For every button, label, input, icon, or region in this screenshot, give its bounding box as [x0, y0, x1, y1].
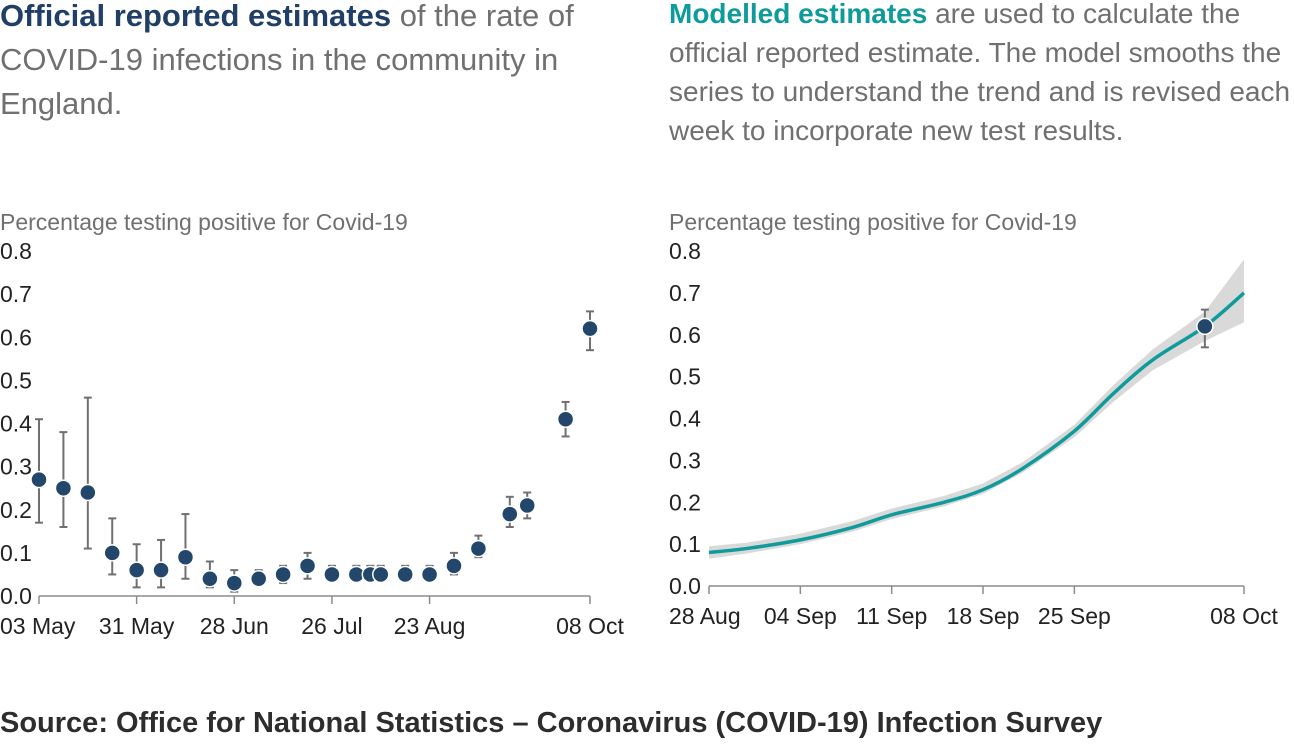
left-y-tick-label: 0.1 [0, 540, 32, 566]
right-panel-title: Modelled estimates are used to calculate… [669, 0, 1294, 150]
left-y-tick-label: 0.4 [0, 411, 32, 437]
charts-canvas: Percentage testing positive for Covid-19… [0, 209, 1278, 639]
left-y-tick-label: 0.7 [0, 281, 32, 307]
right-y-tick-label: 0.6 [669, 322, 701, 348]
left-data-point [469, 539, 488, 558]
right-x-tick-label: 04 Sep [764, 603, 837, 629]
right-x-tick-label: 28 Aug [669, 603, 741, 629]
left-data-point [152, 561, 170, 579]
left-y-tick-label: 0.0 [0, 583, 32, 609]
right-x-tick-label: 25 Sep [1038, 603, 1111, 629]
left-data-point [225, 574, 244, 592]
left-y-tick-label: 0.5 [0, 367, 32, 393]
left-data-point [556, 410, 575, 428]
left-data-point [30, 470, 48, 489]
right-y-tick-label: 0.1 [669, 531, 701, 557]
left-panel-title: Official reported estimates of the rate … [0, 0, 630, 126]
right-y-tick-label: 0.4 [669, 406, 701, 432]
left-data-point [396, 565, 414, 584]
right-x-tick-label: 18 Sep [947, 603, 1020, 629]
right-modelled-line [708, 291, 1246, 555]
left-data-point [54, 479, 73, 497]
left-y-tick-label: 0.2 [0, 497, 32, 523]
left-y-tick-label: 0.6 [0, 324, 32, 350]
left-data-point [323, 565, 341, 584]
right-chart: Percentage testing positive for Covid-19… [669, 209, 1278, 629]
left-data-point [501, 505, 519, 523]
right-data-point [1196, 317, 1214, 336]
left-data-point [127, 561, 146, 579]
left-x-tick-label: 23 Aug [394, 613, 466, 639]
right-x-tick-label: 08 Oct [1210, 603, 1278, 629]
left-data-point [445, 557, 463, 575]
left-data-point [176, 548, 195, 566]
left-x-tick-label: 08 Oct [556, 613, 624, 639]
left-title-text: of the rate of COVID-19 infections in th… [0, 0, 574, 121]
left-x-tick-label: 26 Jul [301, 613, 362, 639]
right-y-tick-label: 0.3 [669, 447, 701, 473]
left-data-point [201, 570, 219, 588]
right-y-axis-title: Percentage testing positive for Covid-19 [669, 209, 1077, 235]
left-data-point [103, 544, 121, 562]
right-y-tick-label: 0.2 [669, 489, 701, 515]
right-y-tick-label: 0.5 [669, 364, 701, 390]
left-chart: Percentage testing positive for Covid-19… [0, 209, 624, 639]
right-y-tick-label: 0.7 [669, 280, 701, 306]
left-data-point [274, 565, 292, 584]
left-data-point [298, 557, 317, 575]
right-title-highlight: Modelled estimates [669, 0, 928, 29]
left-y-tick-label: 0.8 [0, 238, 32, 264]
source-note: Source: Office for National Statistics –… [0, 707, 1103, 739]
right-y-tick-label: 0.8 [669, 238, 701, 264]
left-x-tick-label: 28 Jun [200, 613, 269, 639]
right-confidence-band [709, 259, 1244, 559]
left-data-point [249, 570, 268, 588]
left-data-point [372, 565, 390, 584]
left-x-tick-label: 03 May [0, 613, 76, 639]
left-title-highlight: Official reported estimates [0, 0, 392, 33]
left-y-tick-label: 0.3 [0, 454, 32, 480]
left-data-point [79, 483, 97, 502]
right-x-tick-label: 11 Sep [856, 603, 927, 629]
left-data-point [518, 496, 536, 515]
left-data-point [581, 319, 599, 338]
right-y-tick-label: 0.0 [669, 573, 701, 599]
right-title-text: are used to calculate the official repor… [669, 0, 1291, 146]
left-y-axis-title: Percentage testing positive for Covid-19 [0, 209, 408, 235]
left-x-tick-label: 31 May [99, 613, 175, 639]
left-data-point [420, 565, 439, 584]
